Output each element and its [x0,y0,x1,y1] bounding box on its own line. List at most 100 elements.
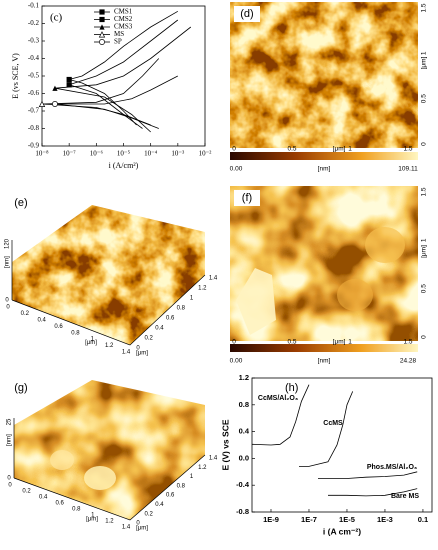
x-tick-label: 0 [8,483,12,489]
colorbar-label: 109.11 [398,166,418,173]
y-tick-label: -0.4 [236,480,250,489]
y-tick-label: 1.2 [198,286,207,292]
marker [52,85,58,91]
y-tick-label: 0 [421,142,428,146]
colorbar [230,152,418,160]
panel-label-bg [234,190,260,206]
legend-label: CMS1 [114,8,133,16]
y-tick-label: 0.8 [239,400,249,409]
marker [66,76,72,83]
colorbar-label: [nm] [318,358,331,365]
y-tick-label: 1.4 [209,456,218,462]
legend-label: CMS3 [114,23,133,31]
series-label: Phos.MS/Al₂O₃ [367,464,417,471]
y-tick-label: -0.7 [28,107,40,115]
colorbar-label: [nm] [318,166,331,173]
y-unit: [μm] [136,526,148,532]
x-tick-label: 0.4 [39,495,48,501]
y-tick-label: 0.8 [177,306,186,312]
x-tick-label: 1.4 [122,350,131,356]
x-tick-label: 1.4 [122,525,131,531]
y-tick-label: 0.2 [145,511,154,517]
y-tick-label: 0 [136,521,140,527]
panel-label-bg [8,195,34,211]
y-tick-label: 0.6 [166,316,175,322]
series-line [41,58,160,126]
x-tick-label: 10⁻² [199,150,212,158]
x-axis-label: i (A cm⁻²) [323,526,361,536]
x-tick-label: 1 [91,513,95,519]
y-tick-label: 1.5 [421,3,428,12]
y-tick-label: 0.2 [145,336,154,342]
y-tick-label: 0.4 [155,502,164,508]
panel-label: (e) [14,197,27,209]
x-tick-label: 0.6 [54,324,63,330]
x-tick-label: 1.2 [105,343,114,349]
y-tick-label: 0.6 [166,493,175,499]
y-unit: [μm] [421,245,428,258]
series-label: CcMS [323,420,343,427]
y-tick-label: -0.5 [28,72,40,80]
colorbar-label: 0.00 [230,166,243,173]
z-unit: [nm] [7,434,13,446]
x-tick-label: 1E-7 [301,515,317,524]
y-tick-label: 0.4 [155,326,164,332]
x-tick-label: 10⁻⁶ [90,150,104,158]
y-tick-label: -0.2 [28,19,40,27]
z-tick-label: 25 [7,418,13,425]
marker [99,24,105,30]
y-tick-label: 1 [190,296,194,302]
marker [99,39,105,45]
y-tick-label: -0.8 [236,507,249,516]
colorbar-label: 0.00 [230,358,243,365]
colorbar [230,344,418,352]
y-axis-label: E (vs SCE, V) [11,53,20,99]
x-tick-label: 0.5 [287,146,296,153]
x-tick-label: 1.5 [403,146,412,153]
y-tick-label: 1.2 [198,465,207,471]
series-line [54,26,192,133]
series-line [54,75,178,129]
marker [38,100,46,107]
x-tick-label: 0.1 [418,515,428,524]
y-tick-label: 0.0 [239,453,249,462]
y-tick-label: -0.3 [28,37,40,45]
y-unit: [μm] [136,351,148,357]
x-axis-label: i (A/cm²) [109,161,139,170]
panel-label: (d) [240,8,253,20]
x-tick-label: 0 [232,146,236,153]
x-tick-label: 0 [232,339,236,346]
y-tick-label: 1.4 [209,276,218,282]
x-tick-label: 1E-9 [263,515,279,524]
colorbar-label: 24.28 [400,358,417,365]
y-tick-label: 0.4 [239,427,250,436]
y-tick-label: 0.8 [177,483,186,489]
x-unit: [μm] [333,146,346,153]
series-line [251,384,310,446]
x-tick-label: 1.2 [105,519,114,525]
z-unit: [nm] [5,256,11,268]
x-tick-label: 0.5 [287,339,296,346]
x-tick-label: 0.6 [56,501,65,507]
x-tick-label: 0 [6,305,10,311]
x-tick-label: 10⁻⁵ [117,150,131,158]
x-tick-label: 10⁻⁷ [63,150,77,158]
x-tick-label: 0.8 [71,330,80,336]
y-tick-label: -0.1 [28,2,40,10]
panel-label: (f) [242,192,252,204]
x-tick-label: 10⁻⁸ [35,150,49,158]
legend-label: MS [114,30,124,38]
series-line [67,19,179,129]
y-tick-label: 0 [421,335,428,339]
panel-label: (g) [14,382,27,394]
x-tick-label: 1E-3 [377,515,393,524]
axis-frame [13,418,206,521]
y-tick-label: -0.9 [28,142,40,150]
marker [66,82,72,88]
y-tick-label: 1 [421,238,428,242]
x-tick-label: 0.2 [22,489,31,495]
afm-image-f [230,186,418,341]
z-tick-label: 120 [5,238,11,249]
marker [98,31,106,38]
